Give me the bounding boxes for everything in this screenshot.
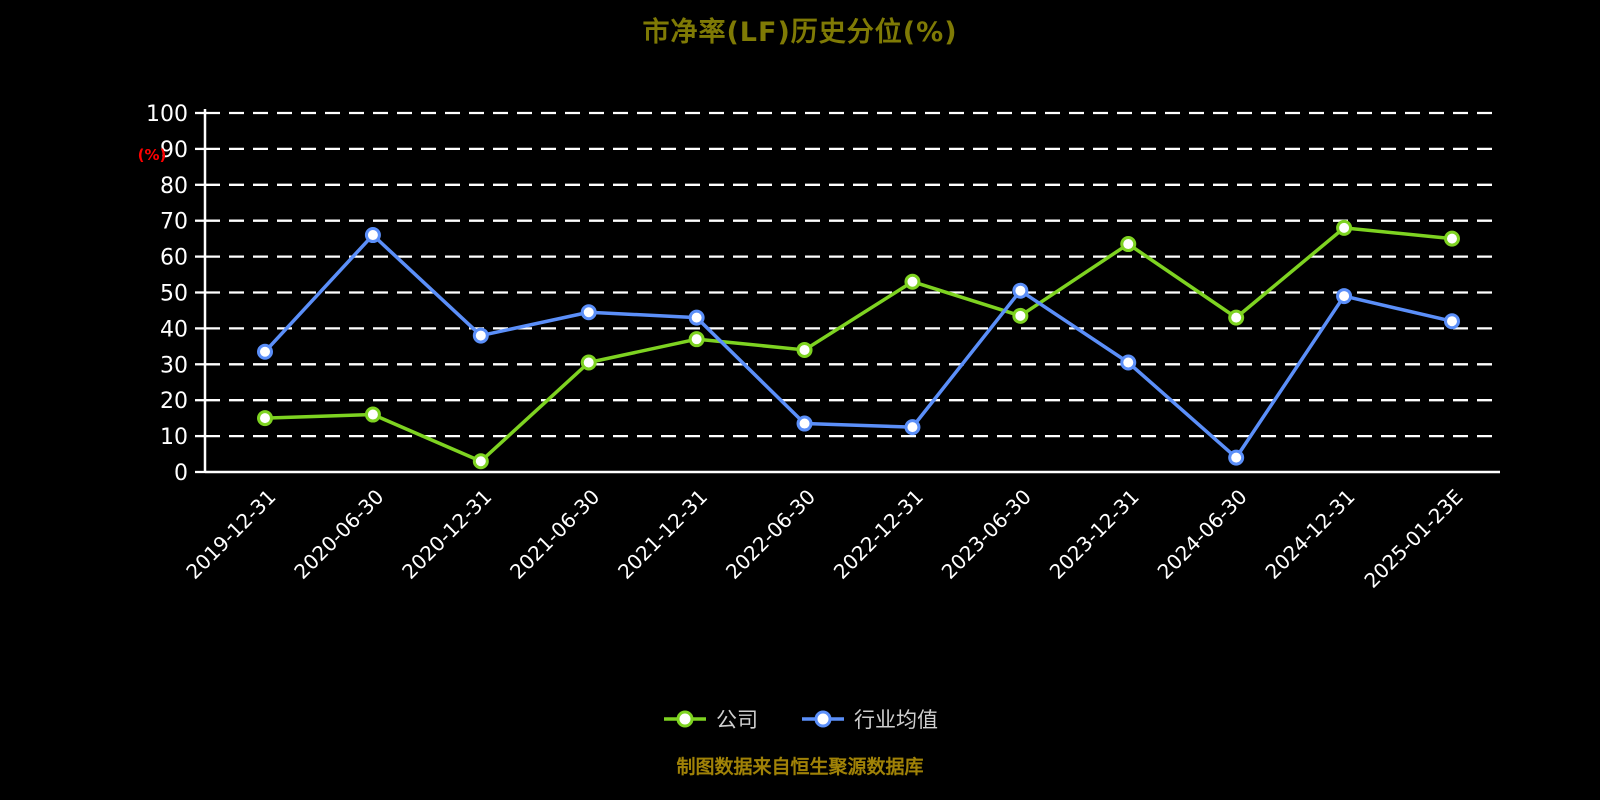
legend-label-industry-average: 行业均值 — [854, 708, 938, 732]
x-tick-label: 2025-01-23E — [1359, 485, 1467, 593]
x-tick-label: 2023-06-30 — [937, 485, 1036, 584]
data-source-note: 制图数据来自恒生聚源数据库 — [676, 756, 924, 778]
data-point — [472, 453, 489, 470]
y-axis-unit-label: (%) — [138, 146, 167, 164]
legend: 公司 行业均值 — [0, 704, 1600, 734]
y-tick-label: 40 — [160, 317, 188, 342]
data-point — [472, 327, 489, 344]
y-tick-label: 50 — [160, 282, 188, 307]
company-series-marker-icon — [664, 710, 706, 728]
legend-item-industry-average[interactable]: 行业均值 — [800, 704, 938, 734]
chart-title: 市净率(LF)历史分位(%) — [642, 17, 958, 48]
data-point — [1444, 313, 1460, 330]
x-tick-label: 2020-06-30 — [289, 485, 388, 584]
y-tick-label: 60 — [160, 246, 188, 271]
data-point — [1012, 307, 1029, 324]
industry-series-marker-icon — [802, 710, 844, 728]
data-point — [1012, 282, 1029, 299]
series-line-1 — [263, 233, 1454, 460]
data-point — [1120, 236, 1137, 253]
data-point — [257, 410, 273, 427]
x-tick-label: 2022-12-31 — [829, 485, 928, 584]
data-point — [257, 343, 273, 360]
y-tick-label: 10 — [160, 425, 188, 450]
x-tick-label: 2020-12-31 — [397, 485, 496, 584]
x-tick-label: 2023-12-31 — [1045, 485, 1144, 584]
data-point — [1228, 449, 1245, 466]
data-point — [796, 341, 813, 358]
data-point — [904, 273, 921, 290]
data-point — [1336, 288, 1353, 305]
data-point — [364, 406, 381, 423]
legend-item-company[interactable]: 公司 — [662, 704, 758, 734]
y-tick-label: 70 — [160, 210, 188, 235]
x-tick-label: 2024-12-31 — [1260, 485, 1359, 584]
data-point — [1120, 354, 1137, 371]
data-point — [796, 415, 813, 432]
x-tick-label: 2021-12-31 — [613, 485, 712, 584]
x-tick-label: 2021-06-30 — [505, 485, 604, 584]
data-point — [688, 331, 705, 348]
y-tick-label: 90 — [160, 138, 188, 163]
data-point — [904, 419, 921, 436]
data-point — [364, 227, 381, 244]
data-point — [580, 354, 597, 371]
series-line-0 — [263, 226, 1454, 463]
y-tick-label: 20 — [160, 389, 188, 414]
data-point — [1228, 309, 1245, 326]
data-point — [580, 304, 597, 321]
y-tick-label: 30 — [160, 353, 188, 378]
y-tick-label: 100 — [146, 102, 188, 127]
x-tick-label: 2019-12-31 — [181, 485, 280, 584]
data-point — [1336, 219, 1353, 236]
y-tick-label: 80 — [160, 174, 188, 199]
x-tick-label: 2024-06-30 — [1153, 485, 1252, 584]
y-tick-label: 0 — [174, 461, 188, 486]
x-tick-label: 2022-06-30 — [721, 485, 820, 584]
data-point — [688, 309, 705, 326]
data-point — [1444, 230, 1460, 247]
legend-label-company: 公司 — [716, 708, 758, 732]
